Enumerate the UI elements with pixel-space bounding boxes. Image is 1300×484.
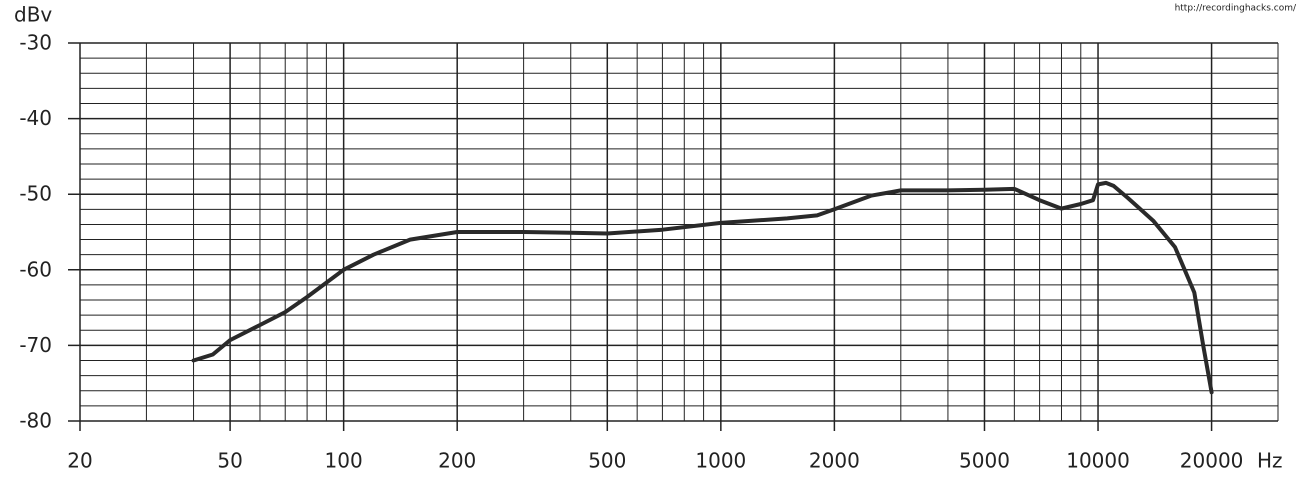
x-tick-label: 500 [588, 449, 626, 473]
x-tick-label: 20000 [1180, 449, 1244, 473]
y-tick-label: -50 [19, 182, 52, 206]
x-axis-label: Hz [1257, 449, 1283, 473]
y-tick-label: -80 [19, 409, 52, 433]
x-tick-label: 1000 [695, 449, 746, 473]
y-tick-label: -60 [19, 257, 52, 281]
x-tick-label: 20 [67, 449, 92, 473]
x-tick-label: 50 [217, 449, 242, 473]
line [191, 180, 1214, 395]
x-tick-label: 10000 [1066, 449, 1130, 473]
source: http://recordinghacks.com/ [1175, 4, 1297, 14]
x-tick-label: 2000 [809, 449, 860, 473]
x-tick-label: 200 [438, 449, 476, 473]
y-tick-label: -40 [19, 106, 52, 130]
x-tick-label: 100 [325, 449, 363, 473]
y-tick-label: -70 [19, 333, 52, 357]
x-tick-label: 5000 [959, 449, 1010, 473]
y-axis-label: dBv [14, 3, 52, 27]
y-tick-label: -30 [19, 31, 52, 55]
